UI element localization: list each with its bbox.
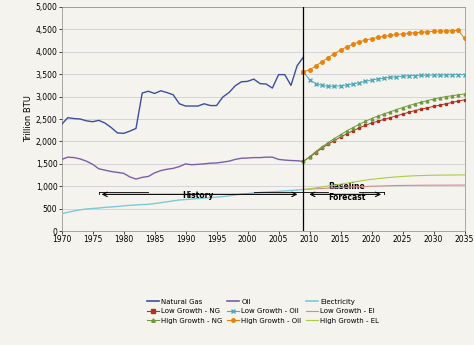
Text: Baseline
Forecast: Baseline Forecast xyxy=(328,183,365,202)
Y-axis label: Trillion BTU: Trillion BTU xyxy=(24,96,33,142)
Text: History: History xyxy=(182,190,214,199)
Legend: Natural Gas, Low Growth - NG, High Growth - NG, Oil, Low Growth - Oil, High Grow: Natural Gas, Low Growth - NG, High Growt… xyxy=(146,297,381,325)
